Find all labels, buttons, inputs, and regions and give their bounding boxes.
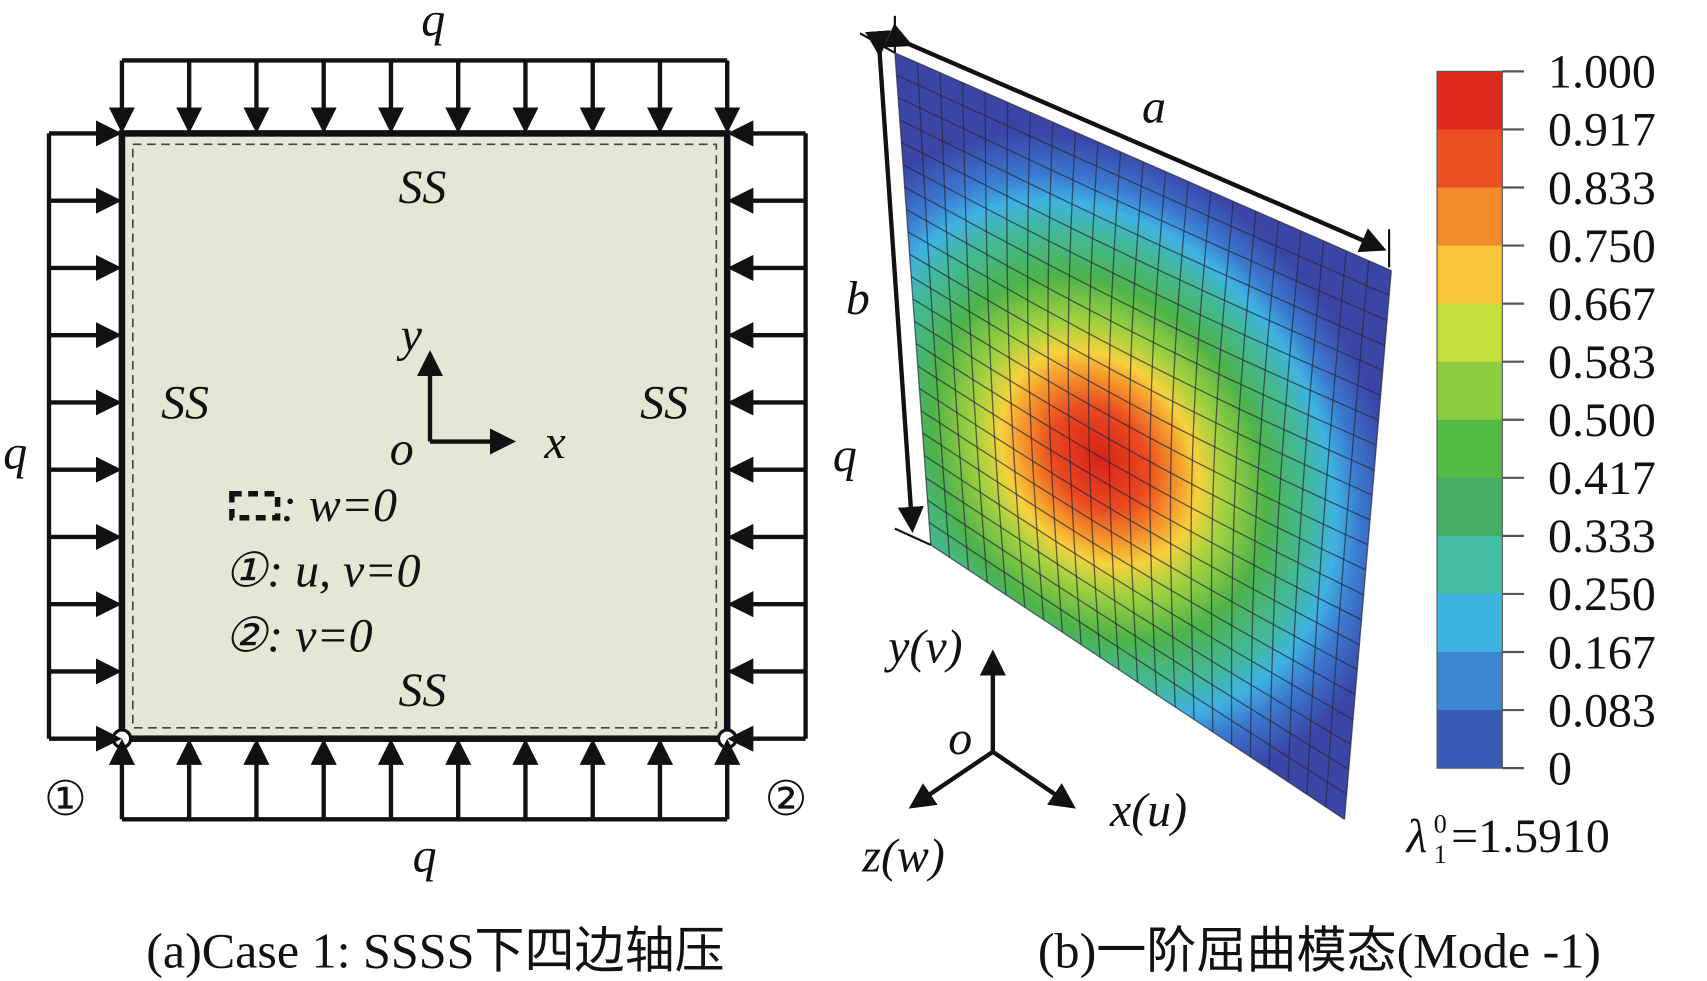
mesh-line [1268,230,1302,770]
mesh-line [1249,221,1280,757]
axis-label: z(w) [861,830,944,883]
mesh-line [1149,171,1167,695]
mesh-line [917,365,1362,621]
colorbar-label: 0 [1548,742,1572,795]
edge-label: SS [640,377,688,430]
load-label: q [413,830,437,883]
colorbar-band [1437,593,1503,653]
axis-label: o [390,422,414,475]
mesh-line [1287,240,1325,782]
load-label: q [421,0,445,46]
load-label: q [3,427,27,480]
mesh-line [920,410,1358,671]
mesh-line [928,522,1347,795]
eigen-value: =1.5910 [1451,810,1610,863]
panel-b: a b q y(v) x(u) z(w) o 1.0000.9170.8330.… [833,15,1656,978]
mesh-line [1343,270,1392,820]
dimension-label: b [846,272,870,325]
dimension-label: a [1142,81,1166,134]
colorbar-label: 0.833 [1548,162,1656,215]
axis-label: y [397,309,423,362]
mesh-line [1306,250,1347,795]
colorbar-band [1437,361,1503,421]
edge-label: SS [398,664,446,717]
colorbar-label: 0.333 [1548,510,1656,563]
legend-icon [229,491,281,521]
dimension-arrow [883,23,1387,253]
eigen-sub: 1 [1434,840,1447,869]
mesh-line [905,208,1377,446]
dimension-arrow [865,30,924,533]
panel-a: q q q SS SS SS SS y x o : w=0 ①: u, v=0 … [3,0,808,978]
load-label: q [833,429,857,482]
mesh-line [919,387,1360,646]
colorbar-label: 0.250 [1548,568,1656,621]
edge-label: SS [161,377,209,430]
colorbar-band [1437,651,1503,711]
colorbar: 1.0000.9170.8330.7500.6670.5830.5000.417… [1436,46,1656,795]
axis-label: o [948,712,972,765]
mesh-line [1169,181,1189,708]
legend-item: ①: u, v=0 [224,544,420,597]
mesh-line [930,544,1345,820]
legend-item: : w=0 [281,479,397,532]
axis-arrow [908,749,995,809]
legend-item: ②: v=0 [224,610,372,663]
colorbar-label: 0.750 [1548,220,1656,273]
colorbar-band [1437,71,1503,130]
node-label: ② [765,773,808,826]
axis-label: x [543,416,565,469]
colorbar-band [1437,303,1503,363]
mesh-line [907,231,1375,471]
mesh-line [915,343,1364,596]
node-label: ① [44,773,87,826]
caption: (a)Case 1: SSSS下四边轴压 [146,922,725,978]
dimension-tick [859,32,896,54]
mesh-line [912,298,1369,546]
colorbar-label: 0.083 [1548,684,1656,737]
mesh-line [927,499,1350,770]
mesh-line [925,477,1352,746]
colorbar-label: 0.417 [1548,452,1656,505]
load-bar [46,58,808,822]
colorbar-band [1437,245,1503,305]
colorbar-band [1437,129,1503,189]
colorbar-band [1437,477,1503,537]
mesh-line [1210,201,1234,732]
mesh-line [910,275,1371,521]
mesh-line [1230,211,1257,745]
mesh-line [1325,260,1370,807]
mesh-line [1190,191,1212,720]
dashed-boundary [131,143,718,729]
plate [118,130,731,742]
eigen-symbol: λ [1405,810,1428,863]
colorbar-label: 0.917 [1548,104,1656,157]
colorbar-label: 0.167 [1548,626,1656,679]
mesh-line [914,320,1367,571]
colorbar-label: 0.667 [1548,278,1656,331]
edge-label: SS [398,161,446,214]
caption: (b)一阶屈曲模态(Mode -1) [1038,922,1601,978]
colorbar-label: 0.583 [1548,336,1656,389]
axis-label: y(v) [884,621,962,674]
colorbar-band [1437,419,1503,479]
eigen-sup: 0 [1434,809,1447,838]
mesh-line [922,432,1356,696]
colorbar-label: 1.000 [1548,46,1656,99]
mesh-line [923,454,1354,721]
colorbar-band [1437,535,1503,595]
axis-arrow [991,749,1076,809]
dimension-tick [894,527,932,546]
colorbar-band [1437,710,1503,769]
colorbar-band [1437,187,1503,247]
axis-label: x(u) [1109,784,1187,837]
colorbar-label: 0.500 [1548,394,1656,447]
mesh-line [909,253,1373,496]
